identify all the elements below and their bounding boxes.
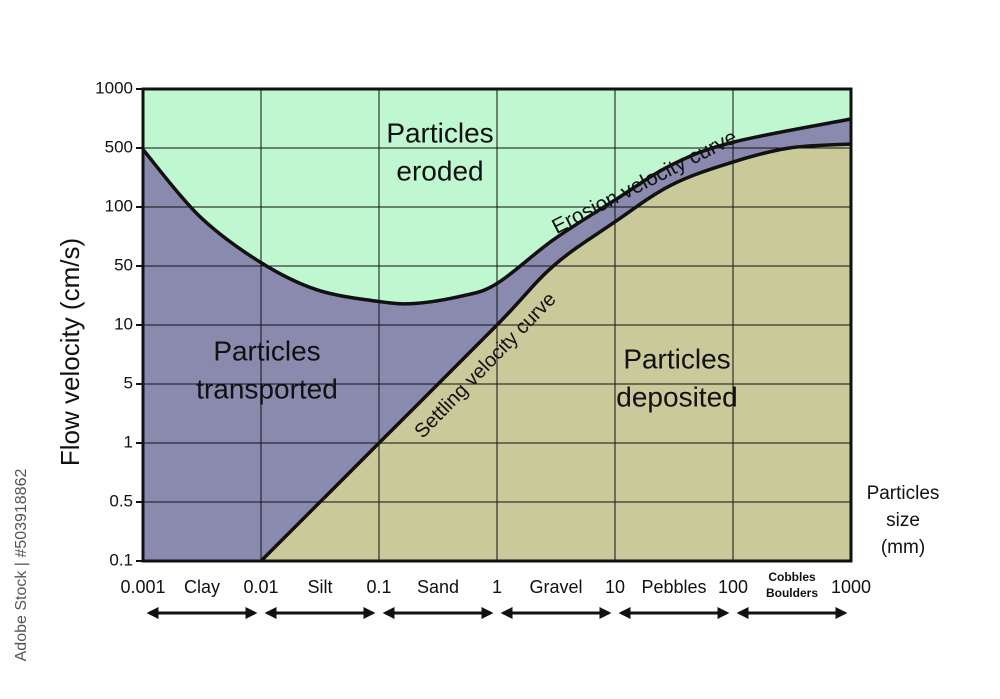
x-tick-label: 0.001	[120, 577, 165, 597]
size-class-label: Pebbles	[641, 577, 706, 597]
region-label: transported	[196, 373, 338, 404]
size-class-label: Sand	[417, 577, 459, 597]
y-tick-label: 1	[124, 432, 133, 451]
y-tick-label: 50	[114, 255, 133, 274]
x-tick-label: 1	[492, 577, 502, 597]
x-tick-label: 0.01	[243, 577, 278, 597]
size-class-label: Silt	[307, 577, 332, 597]
size-class-label: Clay	[184, 577, 220, 597]
y-tick-label: 500	[105, 137, 133, 156]
size-class-label: Gravel	[529, 577, 582, 597]
x-tick-label: 1000	[831, 577, 871, 597]
region-label: Particles	[623, 343, 730, 374]
watermark: Adobe Stock | #503918862	[13, 469, 30, 662]
region-label: Particles	[213, 335, 320, 366]
region-label: eroded	[396, 155, 483, 186]
x-axis-title: (mm)	[881, 537, 925, 558]
region-label: Particles	[386, 117, 493, 148]
y-tick-label: 10	[114, 314, 133, 333]
y-tick-label: 1000	[95, 78, 133, 97]
region-deposited	[261, 144, 851, 561]
y-tick-label: 0.5	[109, 491, 133, 510]
x-axis-title: Particles	[867, 483, 940, 504]
curve	[259, 142, 852, 563]
y-axis-title: Flow velocity (cm/s)	[55, 238, 85, 466]
region-label: deposited	[616, 381, 737, 412]
y-tick-label: 100	[105, 196, 133, 215]
x-tick-label: 10	[605, 577, 625, 597]
x-tick-label: 0.1	[366, 577, 391, 597]
y-tick-label: 0.1	[109, 550, 133, 569]
x-tick-label: 100	[718, 577, 748, 597]
x-axis-title: size	[886, 510, 920, 531]
size-class-label: Boulders	[766, 586, 818, 600]
curve	[141, 117, 852, 306]
y-tick-label: 5	[124, 373, 133, 392]
size-class-label: Cobbles	[768, 570, 816, 584]
